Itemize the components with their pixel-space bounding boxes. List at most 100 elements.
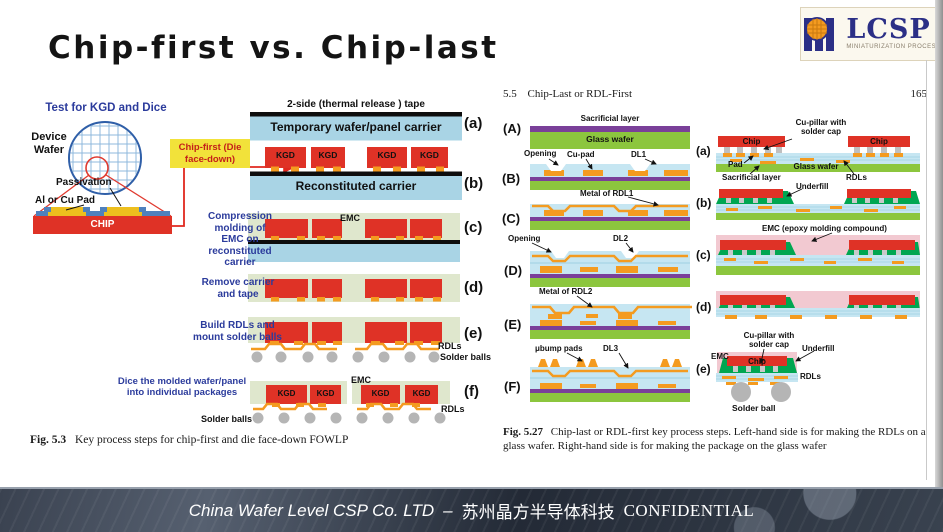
emc-label-c: EMC [340,213,360,223]
logo-tagline: MINIATURIZATION PROCESS [846,43,941,50]
device-wafer-label: Device Wafer [31,131,67,156]
opening-label-B: Opening [524,149,557,158]
metal-rdl1-label-C: Metal of RDL1 [580,189,634,198]
fig527-header: 5.5 Chip-Last or RDL-First [503,88,632,100]
footer-bar: China Wafer Level CSP Co. LTD – 苏州晶方半导体科… [0,487,943,532]
kgd-die-label: KGD [420,150,439,160]
tape-label: 2-side (thermal release ) tape [287,99,425,110]
cu-pillar-label-a: Cu-pillar with solder cap [795,118,847,137]
fig527-caption-number: Fig. 5.27 [503,426,544,438]
kgd-die-label: KGD [377,150,397,160]
fig53-caption-text: Key process steps for chip-first and die… [74,434,349,446]
chip-first-callout: Chip-first (Die face-down) [170,139,250,168]
page-edge-line [926,60,927,480]
rdls-label-f: RDLs [441,404,465,414]
step-a-shapes [250,112,462,141]
underfill-label-b: Underfill [796,182,829,191]
step-f-marker: (f) [464,383,479,400]
chip-label-a1: Chip [742,137,761,146]
stepD-shapes [530,251,690,287]
step-e-shapes [248,317,460,363]
step-D-marker: (D) [504,263,523,278]
logo-wordmark: LCSP [846,14,931,46]
chip-cross-section [33,187,172,234]
stepF-shapes [530,359,690,402]
step-d-right-marker: (d) [696,300,712,314]
kgd-die-label: KGD [318,150,338,160]
fig527-page-number: 165 [910,88,928,100]
step-e-marker: (e) [464,325,483,342]
underfill-label-e: Underfill [802,344,835,353]
chip-label-e: Chip [748,357,766,366]
glass-wafer-label-a: Glass wafer [793,162,839,171]
stepa-shapes [716,136,920,172]
slide-edge-shadow [935,0,943,487]
sacrificial-layer-label-A: Sacrificial layer [580,114,640,123]
dl1-label-B: DL1 [631,150,647,159]
footer-company: China Wafer Level CSP Co. LTD [188,500,435,520]
fig527-section-number: 5.5 [503,88,517,100]
pad-label-a: Pad [728,160,743,169]
metal-rdl2-label-E: Metal of RDL2 [539,287,593,296]
step-f-label: Dice the molded wafer/panel into individ… [117,376,247,398]
opening-label-D: Opening [508,234,541,243]
solder-balls-label-e: Solder balls [440,352,492,362]
kgd-die-label: KGD [371,389,390,398]
zoom-lines [33,174,172,217]
chip-label-a2: Chip [870,137,888,146]
emc-label-e: EMC [711,352,729,361]
al-cu-pad-label: Al or Cu Pad [35,195,96,206]
step-E-marker: (E) [504,317,522,332]
dl3-label-F: DL3 [603,344,619,353]
fig53-shapes [33,112,462,424]
logo-text-block: LCSP MINIATURIZATION PROCESS [846,14,941,50]
kgd-die-label: KGD [277,389,296,398]
kgd-die-label: KGD [316,389,335,398]
footer-confidential: CONFIDENTIAL [623,500,755,520]
solder-balls-label-f: Solder balls [200,414,252,424]
fig527-pointer-arrows [531,138,855,369]
stepb-shapes [716,189,920,220]
chip-label: CHIP [90,219,115,230]
step-c-shapes [248,213,460,262]
step-A-marker: (A) [503,121,522,136]
solder-ball-label-e: Solder ball [732,403,776,413]
emc-label-f: EMC [351,375,371,385]
step-c-label: Compression molding of EMC on reconstitu… [208,211,272,268]
rdls-label-e-right: RDLs [800,372,821,381]
step-d-marker: (d) [464,279,484,296]
step-B-marker: (B) [502,171,521,186]
kgd-die-label: KGD [276,150,295,160]
stepc-shapes [716,235,920,275]
rdls-label-a: RDLs [846,173,867,182]
fig527-caption-text: Chip-last or RDL-first key process steps… [503,426,926,452]
step-e-right-marker: (e) [696,362,711,376]
fig527-section-title: Chip-Last or RDL-First [527,88,633,100]
kgd-die-label: KGD [412,389,431,398]
stepA-shapes [530,126,690,149]
step-c-marker: (c) [464,219,483,236]
step-b-right-marker: (b) [696,196,712,210]
dl2-label-D: DL2 [613,234,629,243]
company-logo: LCSP MINIATURIZATION PROCESS [800,7,942,61]
footer-separator: – [443,500,453,520]
stepE-shapes [530,304,692,339]
stepd-shapes [716,291,920,319]
test-kgd-label: Test for KGD and Dice [45,102,167,114]
step-f-shapes [250,381,450,424]
fig53-caption-number: Fig. 5.3 [30,434,67,446]
fig53-caption: Fig. 5.3 Key process steps for chip-firs… [30,434,460,446]
step-a-marker: (a) [464,115,483,132]
step-d-label: Remove carrier and tape [201,277,275,300]
temporary-carrier-label: Temporary wafer/panel carrier [270,120,442,134]
step-a-right-marker: (a) [696,144,711,158]
fig527-shapes [530,126,920,402]
step-b-marker: (b) [464,175,484,192]
sacrificial-layer-label-a: Sacrificial layer [722,173,781,182]
cu-pad-label-B: Cu-pad [567,150,595,159]
fig527-caption: Fig. 5.27 Chip-last or RDL-first key pro… [503,426,938,454]
rdls-label-e: RDLs [438,341,462,351]
page-title: Chip-first vs. Chip-last [48,30,499,66]
glass-wafer-label-A: Glass wafer [586,134,634,144]
